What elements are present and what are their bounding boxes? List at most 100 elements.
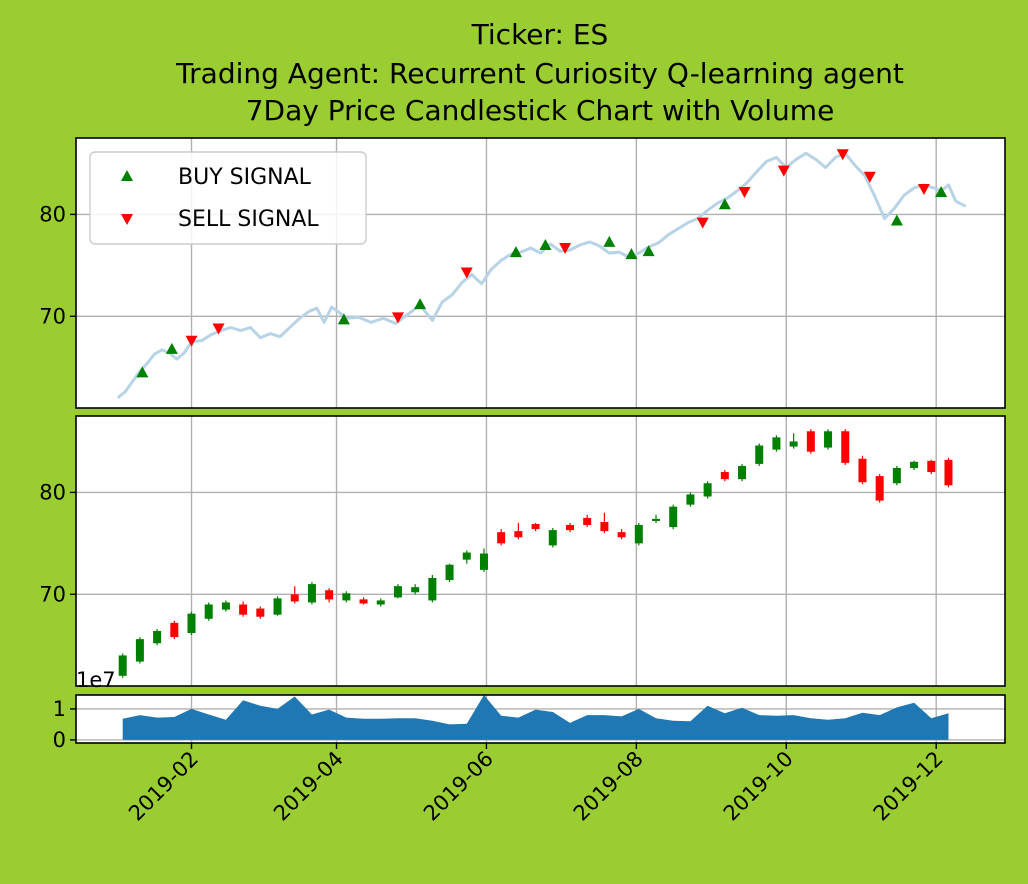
candle-body-37 bbox=[755, 445, 764, 464]
candle-body-14 bbox=[359, 599, 368, 604]
price-y-ticks: 70 80 bbox=[39, 202, 76, 328]
candle-body-12 bbox=[325, 590, 334, 600]
candle-body-25 bbox=[548, 530, 557, 546]
legend: BUY SIGNAL SELL SIGNAL bbox=[89, 151, 367, 245]
legend-sell-label: SELL SIGNAL bbox=[178, 207, 319, 232]
candle-body-16 bbox=[393, 586, 402, 598]
sell-signal-marker-1 bbox=[212, 323, 225, 335]
candle-body-40 bbox=[806, 431, 815, 452]
buy-signal-marker-4 bbox=[509, 246, 522, 258]
candle-body-48 bbox=[944, 459, 953, 486]
legend-buy-label: BUY SIGNAL bbox=[178, 165, 312, 190]
volume-panel: 01 1e7 bbox=[53, 668, 1006, 752]
sell-signal-marker-7 bbox=[777, 165, 790, 177]
candle-body-22 bbox=[497, 532, 506, 544]
buy-signal-marker-2 bbox=[337, 313, 350, 325]
candle-body-7 bbox=[239, 604, 248, 615]
price-line-group bbox=[116, 151, 967, 399]
price-ytick-label-1: 80 bbox=[39, 202, 66, 226]
buy-signal-marker-10 bbox=[890, 214, 903, 226]
sell-signal-marker-3 bbox=[460, 267, 473, 279]
sell-signal-marker-9 bbox=[863, 171, 876, 183]
candle-body-46 bbox=[910, 461, 919, 468]
chart-title-line-3: 7Day Price Candlestick Chart with Volume bbox=[246, 94, 835, 127]
price-ytick-label-0: 70 bbox=[39, 304, 66, 328]
candle-body-24 bbox=[531, 524, 540, 530]
candle-body-18 bbox=[428, 578, 437, 601]
candle-body-33 bbox=[686, 494, 695, 505]
volume-y-ticks: 01 bbox=[53, 697, 76, 752]
candle-body-44 bbox=[875, 476, 884, 501]
volume-panel-frame bbox=[75, 694, 1006, 744]
chart-title-line-2: Trading Agent: Recurrent Curiosity Q-lea… bbox=[175, 57, 904, 90]
buy-signal-markers bbox=[136, 186, 948, 378]
candle-body-10 bbox=[290, 594, 299, 602]
candle-body-23 bbox=[514, 531, 523, 538]
chart-title-line-1: Ticker: ES bbox=[471, 18, 609, 51]
candle-body-3 bbox=[170, 622, 179, 638]
candle-body-34 bbox=[703, 483, 712, 497]
price-panel: 70 80 BUY SIGNAL SELL SIGNAL bbox=[39, 137, 1006, 409]
candle-body-29 bbox=[617, 532, 626, 538]
candle-body-9 bbox=[273, 598, 282, 615]
volume-ytick-label-0: 0 bbox=[53, 728, 66, 752]
candle-body-38 bbox=[772, 437, 781, 450]
buy-signal-marker-1 bbox=[165, 342, 178, 354]
candle-body-41 bbox=[824, 431, 833, 448]
candle-body-36 bbox=[738, 465, 747, 480]
candle-body-30 bbox=[634, 525, 643, 544]
buy-signal-marker-7 bbox=[625, 248, 638, 260]
candle-body-28 bbox=[600, 521, 609, 532]
candle-body-27 bbox=[583, 517, 592, 526]
candle-panel: 70 80 bbox=[39, 415, 1006, 687]
candle-panel-background bbox=[76, 416, 1005, 686]
candle-body-35 bbox=[720, 472, 729, 480]
buy-signal-marker-11 bbox=[935, 186, 948, 197]
candle-body-6 bbox=[221, 602, 230, 610]
buy-signal-marker-3 bbox=[414, 298, 427, 310]
candle-body-4 bbox=[187, 613, 196, 634]
buy-signal-marker-9 bbox=[718, 198, 731, 210]
sell-signal-marker-8 bbox=[836, 149, 849, 161]
volume-area bbox=[122, 695, 949, 740]
candle-body-26 bbox=[565, 525, 574, 531]
sell-signal-marker-4 bbox=[559, 243, 572, 255]
candle-body-20 bbox=[462, 552, 471, 560]
legend-buy-marker bbox=[121, 170, 133, 181]
buy-signal-marker-8 bbox=[642, 245, 655, 257]
candle-body-47 bbox=[927, 460, 936, 473]
candle-body-1 bbox=[135, 639, 144, 662]
legend-box bbox=[89, 151, 367, 245]
sell-signal-marker-10 bbox=[917, 183, 930, 195]
candle-body-39 bbox=[789, 441, 798, 447]
candle-body-0 bbox=[118, 655, 127, 676]
sell-signal-marker-0 bbox=[185, 335, 198, 347]
buy-signal-marker-6 bbox=[603, 235, 616, 247]
candle-body-8 bbox=[256, 608, 265, 617]
candle-body-17 bbox=[411, 587, 420, 593]
candle-body-43 bbox=[858, 458, 867, 483]
candle-body-32 bbox=[669, 506, 678, 528]
candle-grid bbox=[76, 416, 1005, 686]
sell-signal-marker-6 bbox=[738, 187, 751, 198]
buy-signal-marker-5 bbox=[539, 238, 552, 250]
buy-signal-marker-0 bbox=[136, 366, 149, 378]
candle-body-2 bbox=[153, 630, 162, 644]
price-panel-frame bbox=[75, 137, 1006, 409]
candle-ytick-label-0: 70 bbox=[39, 582, 66, 606]
candle-body-31 bbox=[652, 518, 661, 521]
legend-sell-marker bbox=[121, 214, 133, 225]
candles bbox=[118, 429, 953, 678]
candle-body-15 bbox=[376, 600, 385, 605]
candle-body-13 bbox=[342, 593, 351, 601]
candle-body-21 bbox=[479, 553, 488, 570]
candle-ytick-label-1: 80 bbox=[39, 480, 66, 504]
candle-body-11 bbox=[307, 584, 316, 603]
sell-signal-markers bbox=[185, 149, 930, 347]
candle-y-ticks: 70 80 bbox=[39, 480, 76, 606]
sell-signal-marker-5 bbox=[696, 217, 709, 229]
candle-body-42 bbox=[841, 431, 850, 463]
sell-signal-marker-2 bbox=[391, 312, 404, 324]
candle-body-19 bbox=[445, 564, 454, 581]
